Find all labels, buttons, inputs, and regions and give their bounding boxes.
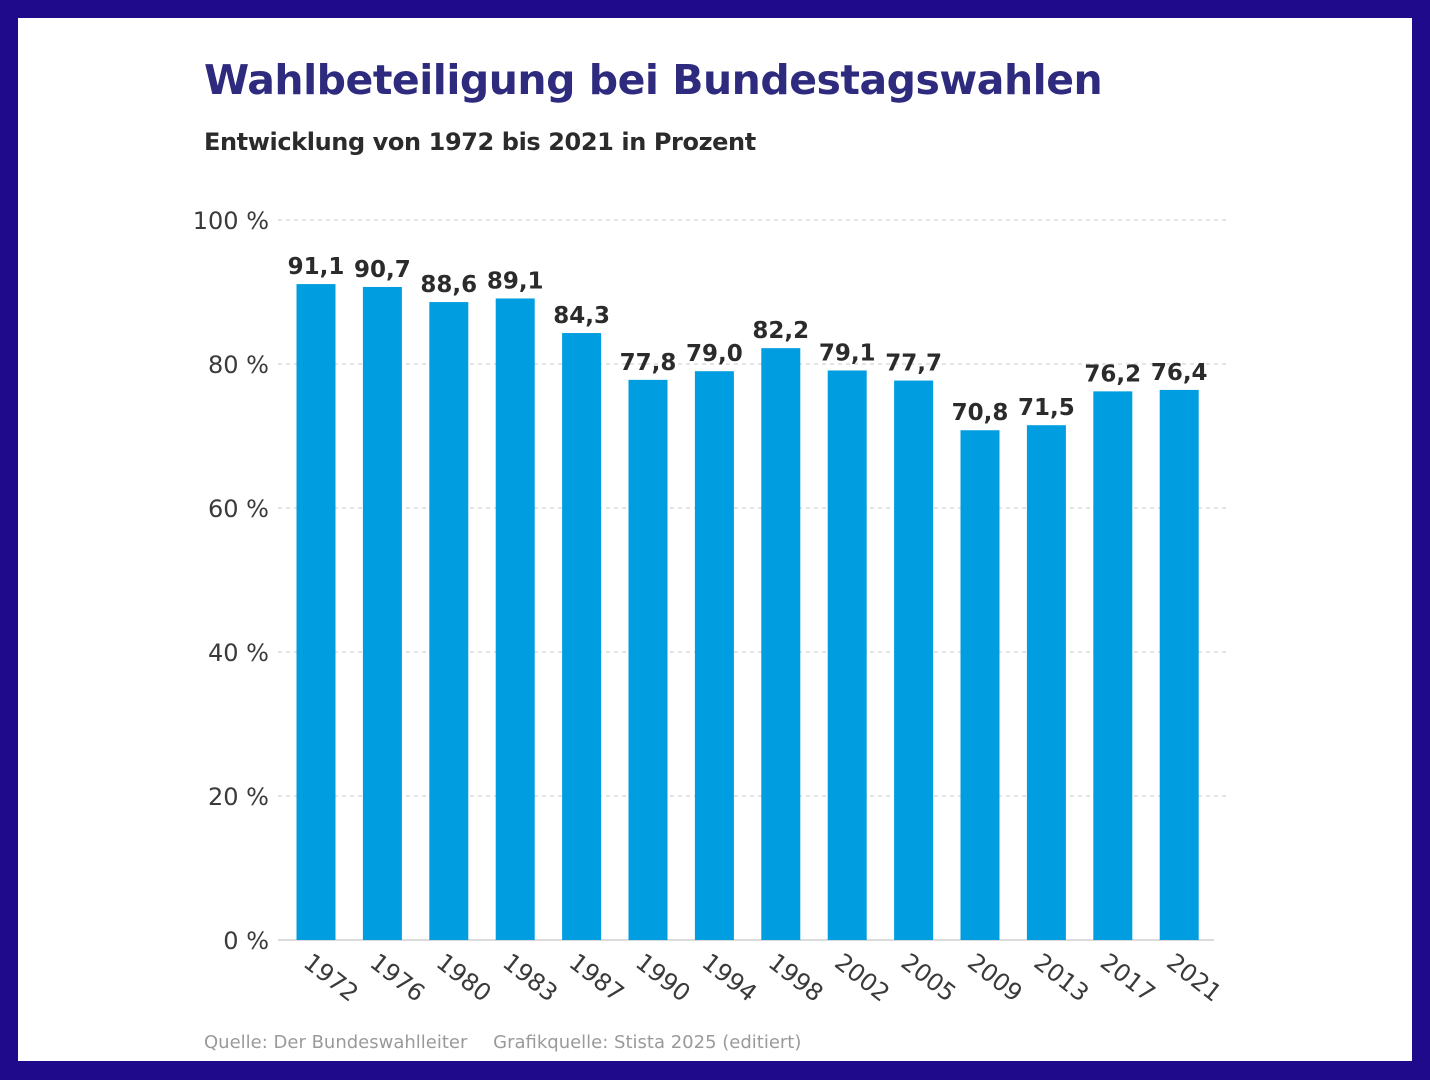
bar-2005 [894,380,934,940]
value-label-2005: 77,7 [885,351,942,377]
value-label-1983: 89,1 [487,268,544,294]
bar-1987 [562,333,602,940]
y-axis-tick-labels: 0 % 20 % 40 % 60 % 80 % 100 % [193,207,269,955]
value-label-2002: 79,1 [819,340,876,366]
value-label-2013: 71,5 [1018,395,1075,421]
y-tick-label: 60 % [208,495,269,523]
bar-2017 [1093,391,1133,940]
x-tick-label-1987: 1987 [564,948,629,1008]
y-tick-label: 0 % [223,927,269,955]
x-tick-label-1983: 1983 [497,948,562,1008]
x-tick-label-2005: 2005 [896,948,961,1008]
x-tick-label-2013: 2013 [1029,948,1094,1008]
chart-footer: Quelle: Der Bundeswahlleiter Grafikquell… [204,1032,801,1053]
x-tick-label-2021: 2021 [1161,948,1226,1008]
y-tick-label: 40 % [208,639,269,667]
x-tick-label-1990: 1990 [630,948,695,1008]
bar-1976 [362,286,402,941]
y-tick-label: 80 % [208,351,269,379]
bar-2009 [960,430,1000,940]
value-label-1987: 84,3 [553,303,610,329]
bar-1972 [296,284,336,941]
x-tick-label-1972: 1972 [298,948,363,1008]
bar-1990 [628,379,668,941]
value-label-2017: 76,2 [1084,361,1141,387]
chart-subtitle: Entwicklung von 1972 bis 2021 in Prozent [204,128,756,156]
bar-2021 [1159,389,1199,940]
chart-title: Wahlbeteiligung bei Bundestagswahlen [204,56,1103,104]
x-tick-label-1980: 1980 [431,948,496,1008]
value-label-2021: 76,4 [1151,360,1208,386]
x-tick-label-1998: 1998 [763,948,828,1008]
graphic-source-note: Grafikquelle: Stista 2025 (editiert) [493,1032,802,1053]
value-label-1994: 79,0 [686,341,743,367]
value-label-1980: 88,6 [420,272,477,298]
value-label-2009: 70,8 [952,400,1009,426]
x-tick-label-2009: 2009 [962,948,1027,1008]
bar-1983 [495,298,535,941]
x-tick-label-2002: 2002 [829,948,894,1008]
bar-1998 [761,348,801,940]
bars [296,284,1199,941]
value-labels: 91,1 90,7 88,6 89,1 84,3 77,8 79,0 82,2 79,1 77,7… [288,254,1208,426]
x-tick-label-2017: 2017 [1095,948,1160,1008]
source-note: Quelle: Der Bundeswahlleiter [204,1032,468,1053]
value-label-1990: 77,8 [620,350,677,376]
bar-2013 [1026,425,1066,940]
bar-chart: 0 % 20 % 40 % 60 % 80 % 100 % 91,1 90,7 88,6 89,… [193,207,1228,1008]
bar-1980 [429,302,469,941]
y-tick-label: 100 % [193,207,269,235]
value-label-1972: 91,1 [288,254,345,280]
x-axis-tick-labels: 1972 1976 1980 1983 1987 1990 1994 1998 2002 2005… [298,948,1227,1008]
x-tick-label-1976: 1976 [365,948,430,1008]
value-label-1976: 90,7 [354,257,411,283]
chart-card: Wahlbeteiligung bei Bundestagswahlen Ent… [18,18,1412,1061]
x-tick-label-1994: 1994 [697,948,762,1008]
bar-2002 [827,370,867,941]
value-label-1998: 82,2 [752,318,809,344]
bar-1994 [694,371,734,940]
y-tick-label: 20 % [208,783,269,811]
